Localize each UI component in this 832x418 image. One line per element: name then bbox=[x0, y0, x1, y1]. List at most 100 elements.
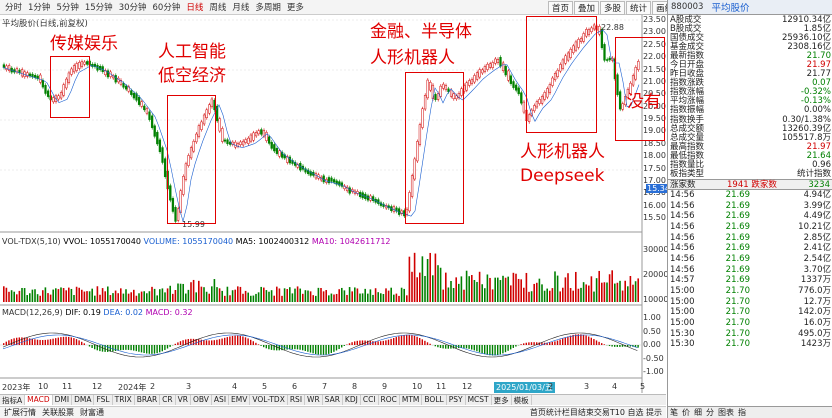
side-footer-tabs: 笔价细分图表指 bbox=[668, 406, 832, 418]
date-tick: 10 bbox=[38, 382, 49, 391]
quote-row: 总成交额 13260.39亿 bbox=[668, 124, 832, 134]
indicator-tab[interactable]: EMV bbox=[229, 395, 251, 405]
bottom-tab[interactable]: 关联股票 bbox=[42, 408, 74, 417]
bottom-tab[interactable]: 扩展行情 bbox=[4, 408, 36, 417]
period-tab-5[interactable]: 60分钟 bbox=[152, 3, 181, 13]
indicator-tab[interactable]: SAR bbox=[323, 395, 343, 405]
side-foot-tab[interactable]: 图表 bbox=[718, 408, 734, 417]
toolbar-button-1[interactable]: 叠加 bbox=[574, 0, 600, 15]
quote-label: 最低指数 bbox=[670, 150, 705, 161]
quote-label: 国债成交 bbox=[670, 33, 705, 44]
quote-label: 基金成交 bbox=[670, 42, 705, 53]
annotation-box-3 bbox=[405, 72, 464, 224]
tick-time: 15:30 bbox=[670, 339, 695, 350]
date-tick: 2023年 bbox=[2, 383, 31, 392]
candlestick-chart[interactable] bbox=[0, 0, 666, 418]
axis-tick: 15.50 bbox=[643, 213, 666, 222]
date-tick: 3 bbox=[186, 382, 192, 391]
tick-time: 15:00 bbox=[670, 307, 695, 318]
indicator-tab[interactable]: BRAR bbox=[135, 395, 161, 405]
low-price-label: 15.99 bbox=[182, 220, 205, 229]
toolbar-button-2[interactable]: 多股 bbox=[600, 0, 626, 15]
axis-tick: 16.00 bbox=[643, 200, 666, 210]
period-tab-9[interactable]: 多周期 bbox=[255, 3, 281, 13]
indicator-tab[interactable]: OBV bbox=[191, 395, 212, 405]
tick-volume: 3.99亿 bbox=[803, 200, 831, 211]
status-text: 首页统计栏目结束交易T10 自选 提示 bbox=[529, 408, 662, 417]
side-foot-tab[interactable]: 指 bbox=[738, 408, 746, 417]
toolbar-button-3[interactable]: 统计 bbox=[626, 0, 652, 15]
indicator-tab[interactable]: CCI bbox=[361, 395, 379, 405]
period-tab-6[interactable]: 日线 bbox=[186, 3, 204, 13]
tick-volume: 1337万 bbox=[800, 275, 831, 286]
quote-value: -0.13% bbox=[800, 96, 831, 107]
quote-value: 25936.10亿 bbox=[781, 33, 831, 44]
quote-stats: A股成交 12910.34亿 B股成交 1.85亿 国债成交 25936.10亿 基金成交 2… bbox=[668, 15, 832, 179]
tick-volume: 2.54亿 bbox=[803, 253, 831, 264]
indicator-tab[interactable]: MCST bbox=[466, 395, 492, 405]
quote-row: A股成交 12910.34亿 bbox=[668, 15, 832, 25]
annotation-none: 没有 bbox=[627, 92, 661, 112]
tick-price: 21.69 bbox=[725, 243, 750, 254]
indicator-tab[interactable]: FSL bbox=[94, 395, 113, 405]
period-tab-1[interactable]: 1分钟 bbox=[28, 3, 51, 13]
axis-tick: 23.50 bbox=[643, 15, 666, 24]
axis-tick: 17.50 bbox=[643, 163, 666, 173]
tick-list[interactable]: 14:56 21.69 4.94亿 14:56 21.69 3.99亿 14:56 21.69… bbox=[668, 190, 832, 350]
indicator-tab[interactable]: WR bbox=[305, 395, 323, 405]
indicator-tab[interactable]: TRIX bbox=[113, 395, 135, 405]
indicator-tab[interactable]: KDJ bbox=[343, 395, 361, 405]
date-tick: 11 bbox=[436, 382, 447, 391]
indicator-tab[interactable]: ASI bbox=[212, 395, 230, 405]
axis-tick: 23.00 bbox=[643, 27, 666, 37]
quote-header: 880003 平均股价 bbox=[668, 0, 832, 15]
indicator-tab[interactable]: DMI bbox=[53, 395, 73, 405]
period-tab-0[interactable]: 分时 bbox=[5, 3, 23, 13]
indicator-tab[interactable]: 更多 bbox=[492, 395, 512, 405]
date-tick: 12 bbox=[92, 382, 103, 391]
annotation-finance-l2: 人形机器人 bbox=[370, 48, 455, 68]
toolbar-button-0[interactable]: 首页 bbox=[548, 0, 574, 15]
indicator-tab[interactable]: BOLL bbox=[422, 395, 447, 405]
quote-row: 基金成交 2308.16亿 bbox=[668, 43, 832, 52]
quote-label: 今日开盘 bbox=[670, 60, 705, 71]
indicator-tab[interactable]: PSY bbox=[447, 395, 466, 405]
axis-tick: -1.00 bbox=[643, 367, 664, 376]
tick-time: 14:56 bbox=[670, 200, 695, 211]
indicator-tab[interactable]: VOL-TDX bbox=[250, 395, 288, 405]
indicator-tab[interactable]: 指标A bbox=[0, 395, 26, 405]
indicator-tab[interactable]: 模板 bbox=[512, 395, 532, 405]
quote-row: B股成交 1.85亿 bbox=[668, 24, 832, 35]
period-tab-8[interactable]: 月线 bbox=[232, 3, 250, 13]
chart-area[interactable]: 分时 1分钟 5分钟 15分钟 30分钟 60分钟 日线 周线 月线 多周期 更多 首页 叠加 多股 统计… bbox=[0, 0, 757, 418]
axis-tick: 20.50 bbox=[643, 89, 666, 99]
side-foot-tab[interactable]: 细 bbox=[694, 408, 702, 417]
period-tab-2[interactable]: 5分钟 bbox=[56, 3, 79, 13]
side-foot-tab[interactable]: 分 bbox=[706, 408, 714, 417]
indicator-tab[interactable]: DMA bbox=[72, 395, 95, 405]
indicator-tab[interactable]: MACD bbox=[25, 395, 53, 405]
quote-label: 指数涨跌 bbox=[670, 78, 705, 89]
period-tab-10[interactable]: 更多 bbox=[286, 3, 304, 13]
indicator-tab[interactable]: CR bbox=[160, 395, 176, 405]
quote-value: 1.85亿 bbox=[803, 24, 831, 35]
indicator-tab[interactable]: ROC bbox=[379, 395, 400, 405]
tick-row: 15:00 21.70 776.0万 bbox=[668, 286, 832, 297]
quote-value: 统计指数 bbox=[796, 168, 831, 179]
bottom-tab[interactable]: 财富通 bbox=[80, 408, 104, 417]
tick-volume: 4.94亿 bbox=[803, 189, 831, 200]
period-tab-4[interactable]: 30分钟 bbox=[118, 3, 147, 13]
volume-panel-title: VOL-TDX(5,10) VVOL: 1055170040 VOLUME: 1… bbox=[2, 237, 391, 246]
tick-time: 15:00 bbox=[670, 296, 695, 307]
tick-time: 14:56 bbox=[670, 264, 695, 275]
indicator-tab[interactable]: MTM bbox=[400, 395, 423, 405]
period-tab-7[interactable]: 周线 bbox=[209, 3, 227, 13]
quote-value: 21.77 bbox=[806, 69, 831, 80]
indicator-tab[interactable]: RSI bbox=[288, 395, 306, 405]
period-tab-3[interactable]: 15分钟 bbox=[84, 3, 113, 13]
side-foot-tab[interactable]: 笔 bbox=[670, 408, 678, 417]
quote-row: 总成交量 105517.8万 bbox=[668, 133, 832, 143]
side-foot-tab[interactable]: 价 bbox=[682, 408, 690, 417]
indicator-tab[interactable]: VR bbox=[176, 395, 191, 405]
quote-panel: 880003 平均股价 A股成交 12910.34亿 B股成交 1.85亿 国债成交 25… bbox=[667, 0, 832, 418]
